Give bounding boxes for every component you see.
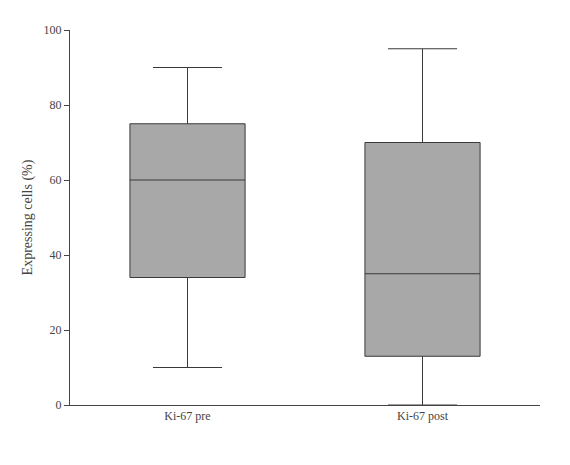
svg-text:40: 40 [50,248,62,262]
svg-text:80: 80 [50,98,62,112]
svg-text:60: 60 [50,173,62,187]
svg-text:0: 0 [56,398,62,412]
svg-text:Ki-67 post: Ki-67 post [397,409,449,423]
svg-text:Expressing cells (%): Expressing cells (%) [20,159,36,275]
svg-text:Ki-67 pre: Ki-67 pre [164,409,210,423]
svg-text:20: 20 [50,323,62,337]
svg-text:100: 100 [44,23,62,37]
